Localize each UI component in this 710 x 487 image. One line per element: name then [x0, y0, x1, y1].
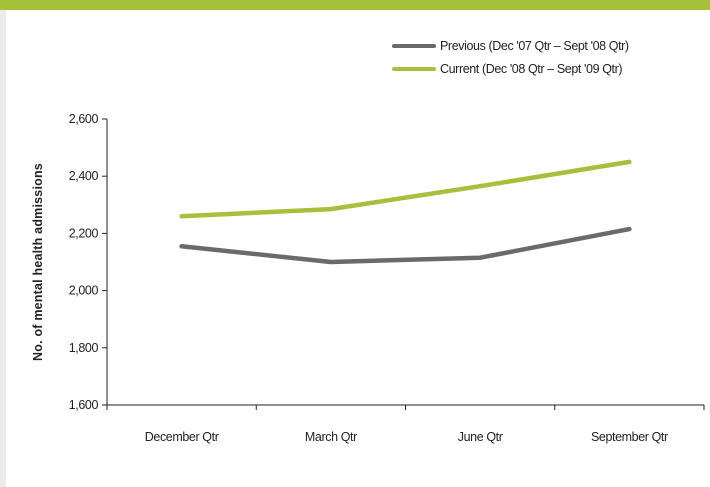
- legend-item-current: Current (Dec '08 Qtr – Sept '09 Qtr): [392, 59, 702, 79]
- x-tick-label: March Qtr: [305, 430, 357, 444]
- legend-item-previous: Previous (Dec '07 Qtr – Sept '08 Qtr): [392, 36, 702, 56]
- top-accent-band: [0, 0, 710, 10]
- x-tick-label: September Qtr: [591, 430, 668, 444]
- y-tick-label: 2,000: [69, 284, 99, 298]
- y-tick-label: 2,400: [69, 169, 99, 183]
- x-tick-label: June Qtr: [458, 430, 503, 444]
- chart-legend: Previous (Dec '07 Qtr – Sept '08 Qtr) Cu…: [392, 36, 702, 82]
- legend-label-current: Current (Dec '08 Qtr – Sept '09 Qtr): [440, 62, 623, 76]
- series-line-previous: [179, 226, 632, 265]
- legend-swatch-current: [392, 67, 436, 71]
- legend-label-previous: Previous (Dec '07 Qtr – Sept '08 Qtr): [440, 39, 629, 53]
- series-line-current: [179, 159, 632, 219]
- y-tick-label: 2,200: [69, 226, 99, 240]
- y-tick-label: 1,600: [69, 398, 99, 412]
- y-tick-label: 1,800: [69, 341, 99, 355]
- chart-panel: [6, 10, 710, 487]
- y-tick-label: 2,600: [69, 112, 99, 126]
- x-tick-label: December Qtr: [145, 430, 219, 444]
- legend-swatch-previous: [392, 44, 436, 48]
- y-axis-title: No. of mental health admissions: [31, 163, 45, 361]
